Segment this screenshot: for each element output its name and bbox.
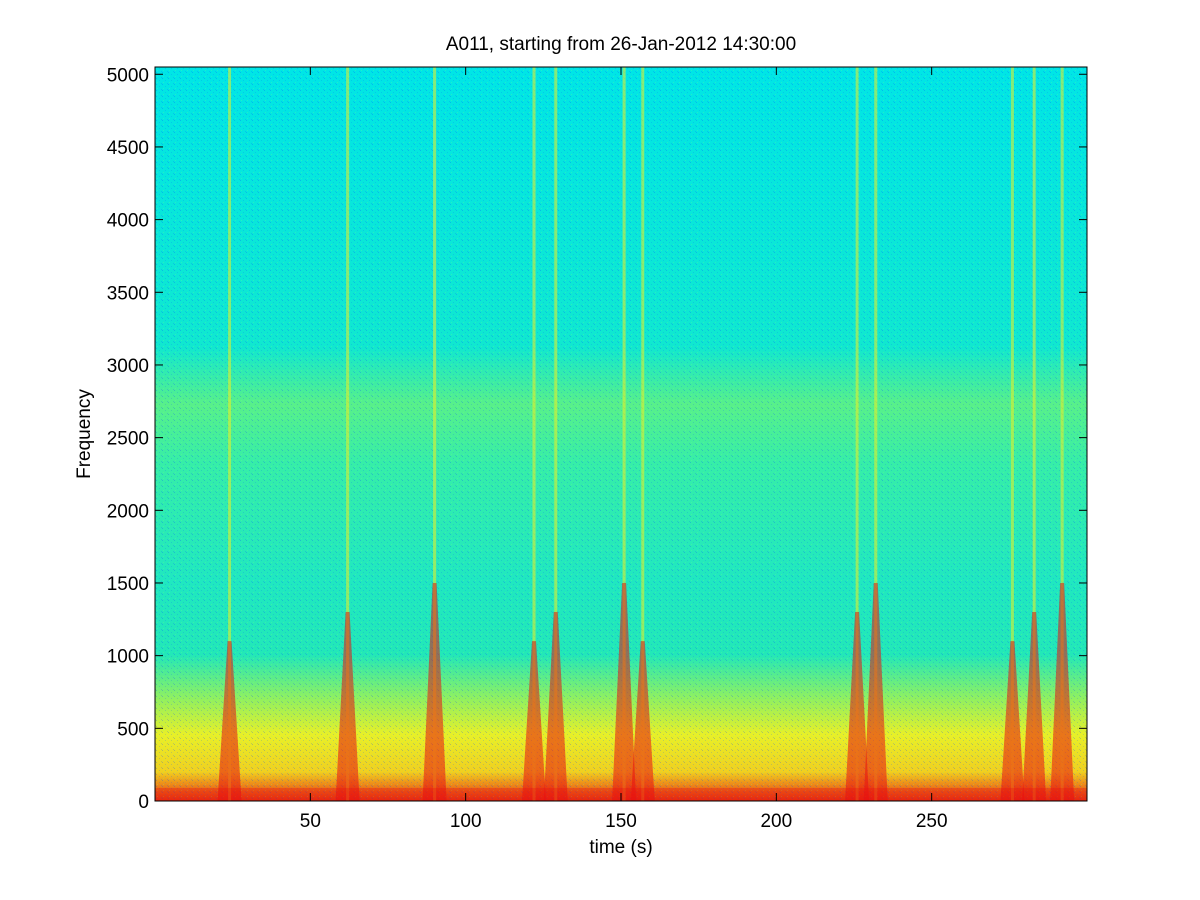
y-axis-label: Frequency [74,389,95,479]
event-plume [335,612,360,801]
x-tick-label: 50 [300,811,321,832]
y-tick-label: 2000 [107,501,149,522]
event-plume [217,641,242,801]
event-streak [855,67,859,801]
event-streak [433,67,437,801]
event-streak [1032,67,1036,801]
event-plume [863,582,888,801]
y-tick-label: 2500 [107,429,149,450]
event-streak [874,67,878,801]
event-streak [1060,67,1064,801]
y-axis-ticks: 0 500 1000 1500 2000 2500 3000 3500 4000 4500 5000 [107,65,1087,813]
event-plume [1022,612,1047,801]
y-tick-label: 0 [138,792,149,813]
x-axis-label: time (s) [589,837,652,858]
x-tick-label: 150 [605,811,637,832]
y-tick-label: 1000 [107,647,149,668]
event-plume [522,641,547,801]
broadband-events [155,67,1087,801]
event-streak [1010,67,1014,801]
x-axis-ticks: 50 100 150 200 250 [300,67,948,832]
y-tick-label: 500 [117,719,149,740]
event-streak [346,67,350,801]
event-plume [543,612,568,801]
event-streak [554,67,558,801]
event-streak [228,67,232,801]
event-streak [641,67,645,801]
y-tick-label: 4000 [107,211,149,232]
y-tick-label: 4500 [107,138,149,159]
event-plume [422,582,447,801]
event-streak [532,67,536,801]
y-tick-label: 3000 [107,356,149,377]
plot-area [155,67,1087,801]
event-plume [1000,641,1025,801]
y-tick-label: 3500 [107,283,149,304]
event-plume [612,582,637,801]
x-tick-label: 100 [450,811,482,832]
y-tick-label: 5000 [107,65,149,86]
chart-title: A011, starting from 26-Jan-2012 14:30:00 [446,34,796,55]
event-streak [622,67,626,801]
x-tick-label: 250 [916,811,948,832]
event-plume [630,641,655,801]
event-plume [1050,582,1075,801]
event-plume [845,612,870,801]
x-tick-label: 200 [760,811,792,832]
y-tick-label: 1500 [107,574,149,595]
